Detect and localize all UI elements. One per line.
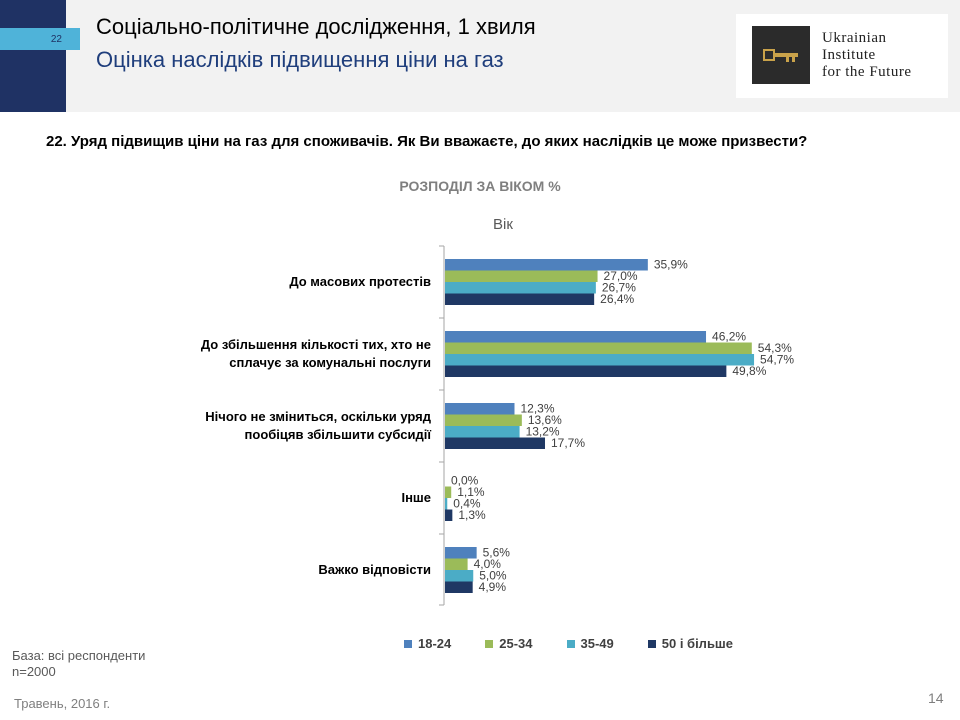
category-label: Важко відповісти (318, 562, 431, 577)
base-note: База: всі респонденти (12, 648, 146, 663)
data-label: 5,6% (483, 546, 511, 560)
page-subtitle: Оцінка наслідків підвищення ціни на газ (96, 47, 504, 72)
bar-18-24 (445, 259, 648, 271)
bar-25-34 (445, 414, 522, 426)
chart-title: РОЗПОДІЛ ЗА ВІКОМ % (399, 178, 561, 194)
bar-35-49 (445, 354, 755, 366)
logo-line-3: for the Future (822, 64, 912, 80)
legend-swatch (485, 639, 494, 648)
bar-50-і-більше (445, 581, 473, 593)
data-label: 5,0% (479, 569, 507, 583)
bar-50-і-більше (445, 509, 453, 521)
category-label: До масових протестів (289, 274, 431, 289)
bar-18-24 (445, 331, 707, 343)
chart-subtitle: Вік (493, 216, 513, 233)
bar-35-49 (445, 570, 474, 582)
bar-25-34 (445, 558, 468, 570)
data-label: 1,3% (458, 508, 486, 522)
data-label: 26,7% (602, 281, 636, 295)
data-label: 0,4% (453, 497, 481, 511)
bar-50-і-більше (445, 365, 727, 377)
bar-25-34 (445, 486, 452, 498)
data-label: 26,4% (600, 292, 634, 306)
category-label: Нічого не зміниться, оскільки уряд (205, 409, 431, 424)
data-label: 0,0% (451, 474, 479, 488)
data-label: 54,3% (758, 341, 792, 355)
legend-item: 50 і більше (647, 636, 734, 651)
legend-swatch (566, 639, 575, 648)
chart-legend: 18-24 25-34 35-49 50 і більше (404, 636, 733, 651)
date-note: Травень, 2016 г. (14, 696, 111, 711)
data-label: 13,2% (526, 425, 560, 439)
data-label: 4,9% (479, 580, 507, 594)
bar-18-24 (445, 403, 515, 415)
data-label: 27,0% (604, 269, 638, 283)
legend-swatch (404, 639, 412, 648)
data-label: 12,3% (520, 402, 554, 416)
legend-label: 50 і більше (661, 636, 734, 651)
logo-line-2: Institute (822, 47, 876, 63)
bar-25-34 (445, 270, 598, 282)
data-label: 1,1% (457, 485, 485, 499)
key-logo-icon (752, 26, 810, 84)
bar-35-49 (445, 426, 520, 438)
legend-swatch (647, 639, 656, 648)
page-number: 14 (928, 690, 944, 706)
data-label: 13,6% (528, 413, 562, 427)
page-title: Соціально-політичне дослідження, 1 хвиля (96, 14, 536, 39)
category-label: пообіцяв збільшити субсидії (245, 427, 432, 442)
data-label: 17,7% (551, 436, 585, 450)
legend-label: 18-24 (418, 636, 452, 651)
sample-size-note: n=2000 (12, 664, 56, 679)
bar-35-49 (445, 498, 448, 510)
institute-logo: Ukrainian Institute for the Future (736, 14, 948, 98)
data-label: 46,2% (712, 330, 746, 344)
bar-50-і-більше (445, 437, 546, 449)
data-label: 4,0% (474, 557, 502, 571)
legend-item: 35-49 (566, 636, 614, 651)
logo-line-1: Ukrainian (822, 30, 887, 46)
legend-item: 25-34 (485, 636, 533, 651)
slide-number-badge: 22 (0, 28, 80, 50)
data-label: 54,7% (760, 353, 794, 367)
data-label: 35,9% (654, 258, 688, 272)
bar-18-24 (445, 547, 477, 559)
bar-50-і-більше (445, 293, 595, 305)
logo-text: Ukrainian Institute for the Future (822, 30, 911, 81)
legend-item: 18-24 (404, 636, 451, 651)
bar-35-49 (445, 282, 596, 294)
header-left-block (0, 0, 66, 112)
category-label: До збільшення кількості тих, хто не (201, 337, 431, 352)
bar-25-34 (445, 342, 752, 354)
category-label: сплачує за комунальні послуги (229, 355, 431, 370)
legend-label: 35-49 (580, 636, 614, 651)
legend-label: 25-34 (499, 636, 533, 651)
category-label: Інше (401, 490, 431, 505)
survey-question: 22. Уряд підвищив ціни на газ для спожив… (46, 133, 808, 150)
data-label: 49,8% (732, 364, 766, 378)
